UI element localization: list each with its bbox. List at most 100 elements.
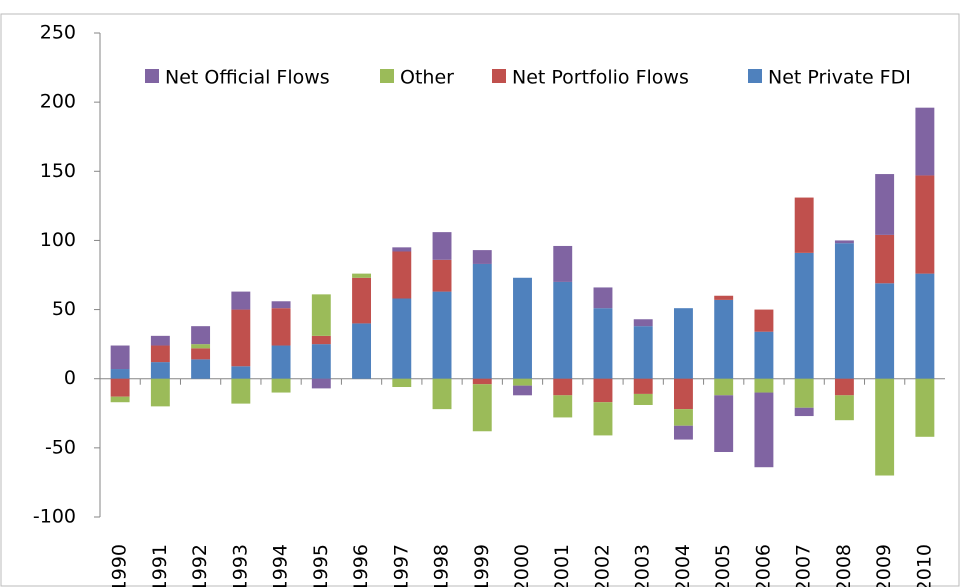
x-tick-label: 1997 xyxy=(390,544,412,587)
bar-segment xyxy=(392,247,412,252)
bar-segment xyxy=(593,308,613,379)
bar-segment xyxy=(875,378,895,476)
bar-segment xyxy=(271,345,291,379)
y-tick-label: 0 xyxy=(64,367,76,389)
bar-segment xyxy=(875,283,895,379)
bar-segment xyxy=(432,291,452,379)
x-tick-label: 2001 xyxy=(551,544,573,587)
bar-segment xyxy=(392,251,412,299)
x-tick-label: 1993 xyxy=(229,544,251,587)
bar-segment xyxy=(191,348,211,360)
bar-segment xyxy=(553,395,573,418)
bar-segment xyxy=(513,378,532,386)
bar-segment xyxy=(392,298,412,379)
bar-segment xyxy=(352,323,372,379)
y-tick-label: 50 xyxy=(52,298,76,320)
legend-swatch xyxy=(380,69,394,83)
bar-segment xyxy=(352,277,372,324)
x-tick-label: 2008 xyxy=(833,544,855,587)
bar-segment xyxy=(513,277,532,379)
bar-segment xyxy=(593,287,613,309)
x-tick-label: 2010 xyxy=(913,544,935,587)
bar-segment xyxy=(754,331,774,379)
bar-segment xyxy=(794,197,814,253)
bar-segment xyxy=(231,378,251,404)
legend-swatch xyxy=(492,69,506,83)
bar-segment xyxy=(875,234,895,284)
bar-segment xyxy=(392,378,412,388)
bar-segment xyxy=(311,344,331,379)
bar-segment xyxy=(834,243,854,379)
x-tick-label: 2004 xyxy=(672,544,694,587)
bar-segment xyxy=(472,384,492,432)
legend-swatch xyxy=(145,69,159,83)
bar-segment xyxy=(673,378,693,410)
bar-segment xyxy=(432,259,452,292)
bar-segment xyxy=(110,378,130,397)
bar-segment xyxy=(432,378,452,410)
bar-segment xyxy=(714,299,734,379)
bar-segment xyxy=(311,335,331,345)
chart-frame xyxy=(0,13,960,587)
bar-segment xyxy=(794,407,814,417)
bar-segment xyxy=(311,378,331,389)
bar-segment xyxy=(150,362,170,379)
x-tick-label: 1990 xyxy=(109,544,131,587)
y-tick-label: -100 xyxy=(33,506,76,528)
bar-segment xyxy=(513,385,532,396)
y-tick-label: -50 xyxy=(45,436,76,458)
bar-segment xyxy=(794,252,814,379)
bar-segment xyxy=(150,345,170,363)
x-tick-label: 1998 xyxy=(431,544,453,587)
bar-segment xyxy=(754,378,774,393)
bar-segment xyxy=(231,309,251,367)
bar-segment xyxy=(553,281,573,379)
bar-segment xyxy=(915,175,935,274)
x-tick-label: 1994 xyxy=(270,544,292,587)
bar-segment xyxy=(633,319,653,327)
x-tick-label: 2006 xyxy=(752,544,774,587)
bar-segment xyxy=(633,378,653,394)
bar-segment xyxy=(311,294,331,336)
bar-segment xyxy=(673,409,693,426)
bar-segment xyxy=(553,245,573,282)
x-tick-label: 1999 xyxy=(471,544,493,587)
x-tick-label: 2003 xyxy=(632,544,654,587)
bar-segment xyxy=(754,309,774,332)
bar-segment xyxy=(191,359,211,379)
bar-segment xyxy=(915,107,935,176)
x-tick-label: 2007 xyxy=(793,544,815,587)
bar-segment xyxy=(915,378,935,437)
legend-swatch xyxy=(748,69,762,83)
x-tick-label: 1995 xyxy=(310,544,332,587)
bar-segment xyxy=(231,291,251,310)
x-tick-label: 1996 xyxy=(350,544,372,587)
x-tick-label: 2000 xyxy=(511,544,533,587)
bar-segment xyxy=(834,240,854,244)
bar-segment xyxy=(472,263,492,379)
x-tick-label: 1992 xyxy=(189,544,211,587)
x-tick-label: 2002 xyxy=(591,544,613,587)
bar-segment xyxy=(754,392,774,468)
bar-segment xyxy=(915,273,935,379)
bar-segment xyxy=(432,232,452,260)
y-tick-label: 200 xyxy=(40,91,76,113)
bar-segment xyxy=(593,378,613,403)
x-tick-label: 1991 xyxy=(149,544,171,587)
bar-segment xyxy=(352,273,372,278)
bar-segment xyxy=(633,393,653,405)
bar-segment xyxy=(714,378,734,396)
bar-segment xyxy=(673,425,693,440)
bar-segment xyxy=(191,326,211,345)
bar-segment xyxy=(472,250,492,264)
bar-segment xyxy=(553,378,573,396)
bar-segment xyxy=(110,369,130,379)
legend-label: Net Official Flows xyxy=(165,67,330,89)
bar-segment xyxy=(271,308,291,346)
x-tick-label: 2009 xyxy=(873,544,895,587)
legend-label: Net Private FDI xyxy=(768,67,911,89)
bar-segment xyxy=(472,378,492,385)
bar-segment xyxy=(191,344,211,349)
bar-segment xyxy=(271,378,291,393)
